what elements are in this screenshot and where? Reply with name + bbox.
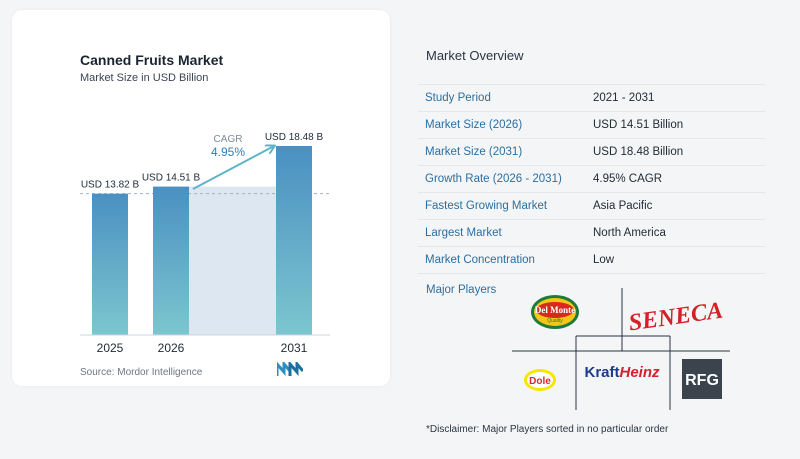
overview-label: Fastest Growing Market (425, 200, 548, 212)
x-tick-label: 2025 (97, 341, 124, 355)
rfg-text: RFG (685, 372, 719, 389)
chart-title: Canned Fruits Market (80, 52, 224, 68)
data-label-2025: USD 13.82 B (81, 180, 140, 191)
overview-row: Largest Market North America (418, 220, 765, 247)
overview-value: USD 14.51 Billion (593, 119, 684, 131)
overview-row: Growth Rate (2026 - 2031) 4.95% CAGR (418, 166, 765, 193)
overview-row: Market Size (2031) USD 18.48 Billion (418, 139, 765, 166)
cagr-label: CAGR (214, 134, 243, 145)
overview-label: Market Size (2031) (425, 146, 523, 158)
bar-2026 (153, 186, 189, 335)
del-monte-logo: Del Monte Quality (531, 295, 579, 329)
rfg-logo: RFG (682, 359, 722, 399)
kraft-heinz-logo: KraftHeinz (584, 364, 660, 381)
overview-table: Study Period 2021 - 2031 Market Size (202… (418, 84, 765, 274)
overview-value: USD 18.48 Billion (593, 146, 684, 158)
overview-label: Largest Market (425, 227, 502, 239)
source-note: Source: Mordor Intelligence (80, 367, 203, 378)
overview-value: 2021 - 2031 (593, 92, 655, 104)
chart-subtitle: Market Size in USD Billion (80, 72, 209, 84)
overview-title: Market Overview (426, 48, 524, 63)
overview-label: Market Size (2026) (425, 119, 523, 131)
data-label-2026: USD 14.51 B (142, 173, 201, 184)
overview-value: North America (593, 227, 666, 239)
cagr-value: 4.95% (211, 145, 245, 159)
overview-label: Market Concentration (425, 254, 535, 266)
bar-2031 (276, 146, 312, 335)
del-monte-text: Del Monte (535, 305, 575, 315)
overview-row: Fastest Growing Market Asia Pacific (418, 193, 765, 220)
data-label-2031: USD 18.48 B (265, 132, 324, 143)
seneca-logo: SENECA (627, 298, 724, 337)
overview-value: Asia Pacific (593, 200, 653, 212)
dole-text: Dole (529, 376, 551, 387)
overview-value: 4.95% CAGR (593, 173, 663, 185)
x-tick-label: 2031 (281, 341, 308, 355)
overview-label: Growth Rate (2026 - 2031) (425, 173, 562, 185)
dole-logo: Dole (524, 369, 556, 391)
mordor-logo-icon (277, 362, 303, 376)
major-players-label: Major Players (426, 284, 497, 296)
del-monte-tagline: Quality (547, 318, 563, 324)
growth-shade (189, 186, 276, 335)
overview-label: Study Period (425, 92, 491, 104)
x-tick-label: 2026 (158, 341, 185, 355)
bar-chart: USD 13.82 B 2025 USD 14.51 B 2026 USD 18.48 … (80, 132, 330, 355)
disclaimer: *Disclaimer: Major Players sorted in no … (426, 424, 669, 435)
overview-value: Low (593, 254, 615, 266)
bar-2025 (92, 193, 128, 335)
overview-row: Market Concentration Low (418, 247, 765, 274)
overview-row: Study Period 2021 - 2031 (418, 84, 765, 112)
cagr-arrow (192, 146, 274, 190)
overview-row: Market Size (2026) USD 14.51 Billion (418, 112, 765, 139)
